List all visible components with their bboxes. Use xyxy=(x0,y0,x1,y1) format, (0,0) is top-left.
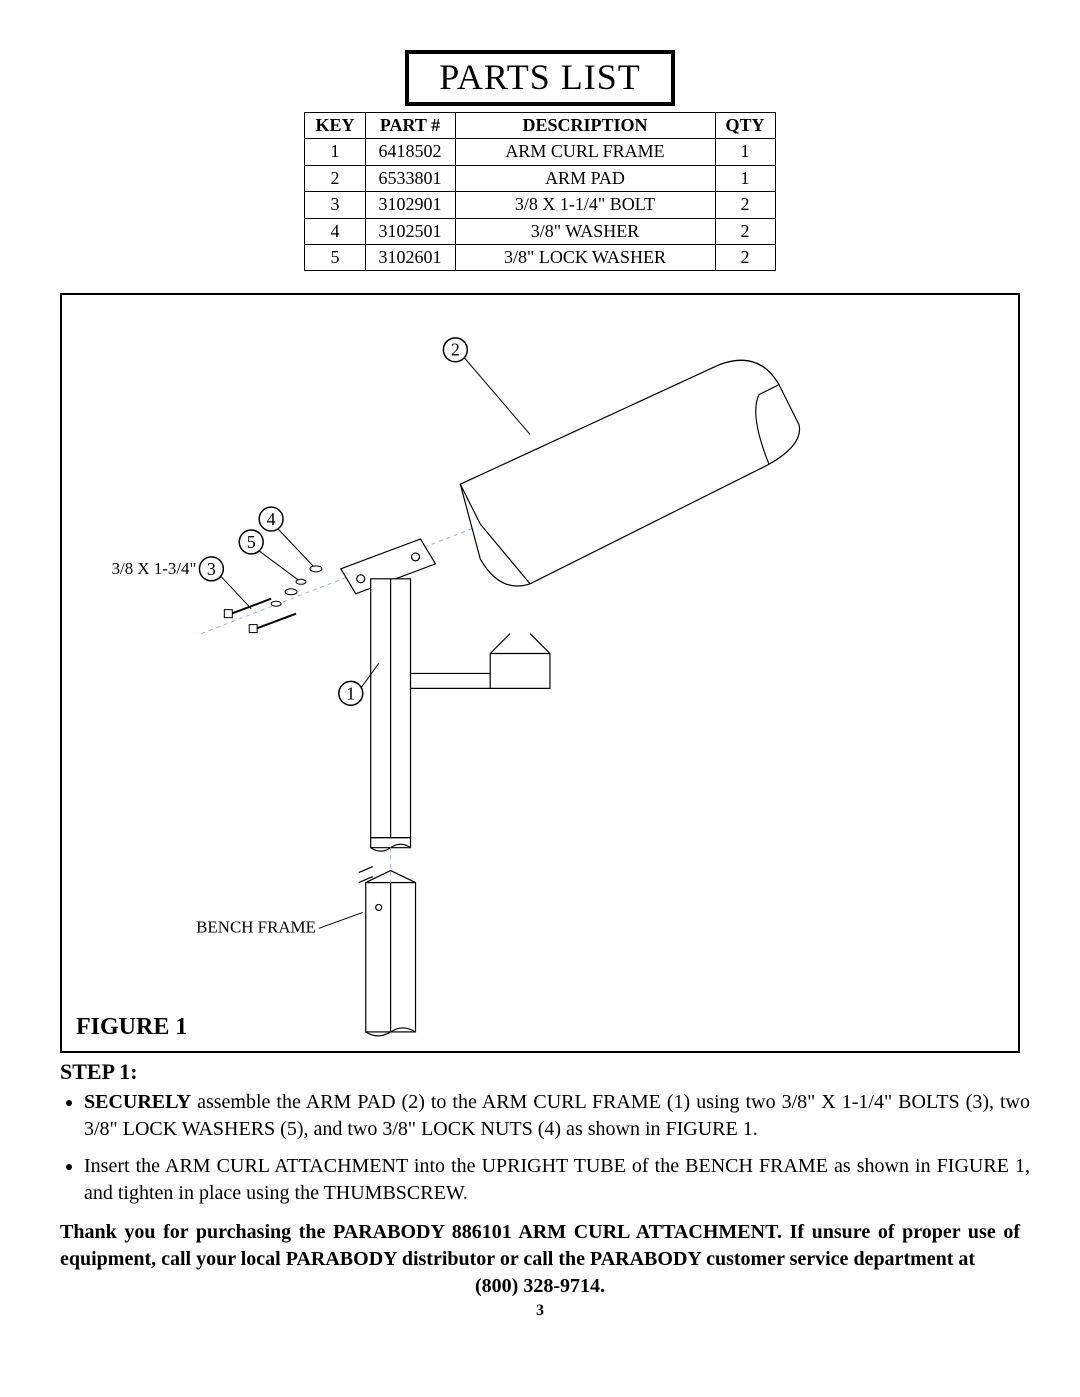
assembly-diagram: 2 1 xyxy=(62,295,1018,1052)
bench-frame-label: BENCH FRAME xyxy=(196,913,363,937)
cell-desc: 3/8 X 1-1/4" BOLT xyxy=(455,192,715,218)
parts-list-title-box: PARTS LIST xyxy=(405,50,675,106)
cell-desc: 3/8" LOCK WASHER xyxy=(455,244,715,270)
callout-1-text: 1 xyxy=(346,684,355,704)
table-row: 3 3102901 3/8 X 1-1/4" BOLT 2 xyxy=(305,192,775,218)
cell-part: 6533801 xyxy=(365,165,455,191)
step-heading: STEP 1: xyxy=(60,1059,1030,1085)
callout-5: 5 xyxy=(239,530,298,580)
cell-qty: 1 xyxy=(715,139,775,165)
cell-key: 4 xyxy=(305,218,365,244)
cell-desc: ARM PAD xyxy=(455,165,715,191)
closing-paragraph: Thank you for purchasing the PARABODY 88… xyxy=(60,1219,1020,1300)
cell-qty: 2 xyxy=(715,244,775,270)
cell-key: 1 xyxy=(305,139,365,165)
th-desc: DESCRIPTION xyxy=(455,113,715,139)
cell-qty: 2 xyxy=(715,218,775,244)
callout-2: 2 xyxy=(443,338,530,435)
parts-list-title: PARTS LIST xyxy=(439,57,641,97)
cell-part: 6418502 xyxy=(365,139,455,165)
cell-part: 3102601 xyxy=(365,244,455,270)
cell-qty: 1 xyxy=(715,165,775,191)
callout-2-text: 2 xyxy=(451,340,460,360)
cell-part: 3102501 xyxy=(365,218,455,244)
cell-qty: 2 xyxy=(715,192,775,218)
callout-5-text: 5 xyxy=(247,532,256,552)
parts-table: KEY PART # DESCRIPTION QTY 1 6418502 ARM… xyxy=(304,112,775,271)
th-key: KEY xyxy=(305,113,365,139)
cell-key: 2 xyxy=(305,165,365,191)
cell-part: 3102901 xyxy=(365,192,455,218)
cell-key: 3 xyxy=(305,192,365,218)
table-row: 4 3102501 3/8" WASHER 2 xyxy=(305,218,775,244)
page-number: 3 xyxy=(50,1302,1030,1320)
table-row: 1 6418502 ARM CURL FRAME 1 xyxy=(305,139,775,165)
table-row: 5 3102601 3/8" LOCK WASHER 2 xyxy=(305,244,775,270)
figure-label: FIGURE 1 xyxy=(76,1014,187,1041)
cell-desc: 3/8" WASHER xyxy=(455,218,715,244)
step-1-strong: SECURELY xyxy=(84,1091,191,1113)
bolt-size-label: 3/8 X 1-3/4" xyxy=(112,559,197,578)
closing-phone: (800) 328-9714. xyxy=(60,1273,1020,1300)
callout-4-text: 4 xyxy=(267,509,276,529)
figure-box: 2 1 xyxy=(60,293,1020,1053)
callout-3-text: 3 xyxy=(207,559,216,579)
step-1-rest: assemble the ARM PAD (2) to the ARM CURL… xyxy=(84,1091,1030,1140)
th-qty: QTY xyxy=(715,113,775,139)
cell-key: 5 xyxy=(305,244,365,270)
step-list: SECURELY assemble the ARM PAD (2) to the… xyxy=(62,1089,1030,1207)
step-item: Insert the ARM CURL ATTACHMENT into the … xyxy=(84,1153,1030,1207)
closing-text: Thank you for purchasing the PARABODY 88… xyxy=(60,1221,1020,1270)
table-header-row: KEY PART # DESCRIPTION QTY xyxy=(305,113,775,139)
table-row: 2 6533801 ARM PAD 1 xyxy=(305,165,775,191)
page: PARTS LIST KEY PART # DESCRIPTION QTY 1 … xyxy=(0,0,1080,1397)
callout-3: 3 3/8 X 1-3/4" xyxy=(112,557,252,609)
cell-desc: ARM CURL FRAME xyxy=(455,139,715,165)
step-item: SECURELY assemble the ARM PAD (2) to the… xyxy=(84,1089,1030,1143)
th-part: PART # xyxy=(365,113,455,139)
bench-frame-text: BENCH FRAME xyxy=(196,918,316,937)
